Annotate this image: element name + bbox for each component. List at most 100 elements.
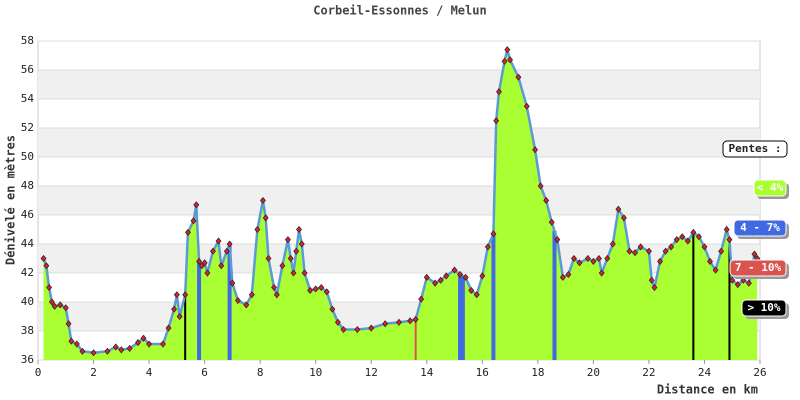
y-tick-label: 46 [21,208,34,221]
point [226,240,233,248]
y-tick-label: 54 [21,92,35,105]
point [712,266,719,274]
point [496,88,502,96]
point [484,243,491,251]
point [271,283,277,292]
point [265,254,272,263]
point [296,225,302,234]
slope-segment [184,294,187,360]
point [462,273,469,281]
point [146,340,153,348]
point [173,291,180,299]
point [418,295,425,303]
point [684,237,691,245]
point [229,279,236,287]
point [171,305,178,313]
point [515,73,522,81]
point [729,276,736,284]
point [135,339,141,347]
legend-item: < 4% [757,181,784,194]
point [73,340,80,348]
point [690,228,697,236]
point [701,243,708,251]
point [223,247,230,255]
point [554,236,561,244]
point [679,233,686,241]
slope-segment [460,275,465,360]
point [695,233,702,241]
point [382,320,389,328]
point [734,281,741,289]
point [501,57,508,65]
point [104,347,111,355]
point [273,291,280,299]
x-tick-label: 20 [587,366,600,379]
point [576,259,583,267]
point [160,340,166,348]
point [723,225,730,234]
point [301,269,308,277]
point [118,346,125,354]
point [493,117,500,125]
point [648,276,655,284]
point [290,269,297,277]
point [90,349,97,357]
y-tick-label: 58 [21,34,34,47]
point [334,318,341,326]
x-tick-label: 4 [146,366,153,379]
legend-item-box [729,259,787,277]
x-tick-label: 6 [201,366,208,379]
slope-segment [227,244,232,360]
point [745,279,752,287]
point [298,240,305,248]
point [46,283,53,292]
point [504,46,511,54]
point [451,266,458,274]
x-tick-label: 18 [531,366,544,379]
x-tick-label: 24 [698,366,712,379]
point [248,291,255,299]
elevation-area [43,49,758,360]
point [657,257,663,265]
point [209,247,216,255]
point [279,262,286,270]
point [57,301,64,309]
point [51,302,58,310]
point [48,298,55,306]
slope-segment [197,261,202,360]
point [407,317,414,325]
point [287,254,294,263]
point [412,315,419,323]
point [215,237,222,245]
point [443,272,450,280]
point [368,324,375,332]
point [293,247,300,255]
point [751,250,758,258]
point [570,254,577,263]
point [632,249,638,257]
legend-item-box [733,219,787,237]
chart-title: Corbeil-Essonnes / Melun [313,4,486,18]
y-tick-label: 38 [21,324,34,337]
grid-band [38,186,760,215]
point [620,214,627,222]
point [79,347,86,355]
legend-item-box [741,299,787,317]
legend-title: Pentes : [729,142,782,155]
slope-segment [491,233,496,360]
slope-segment [692,232,695,360]
x-tick-label: 12 [365,366,378,379]
y-tick-label: 56 [21,63,34,76]
point [218,262,225,270]
point [176,312,183,321]
point [312,285,319,293]
point [307,286,314,294]
x-tick-label: 26 [753,366,766,379]
point [645,247,652,255]
point [40,254,47,263]
point [126,344,133,352]
point [329,305,336,313]
point [490,230,497,238]
point [668,243,675,251]
